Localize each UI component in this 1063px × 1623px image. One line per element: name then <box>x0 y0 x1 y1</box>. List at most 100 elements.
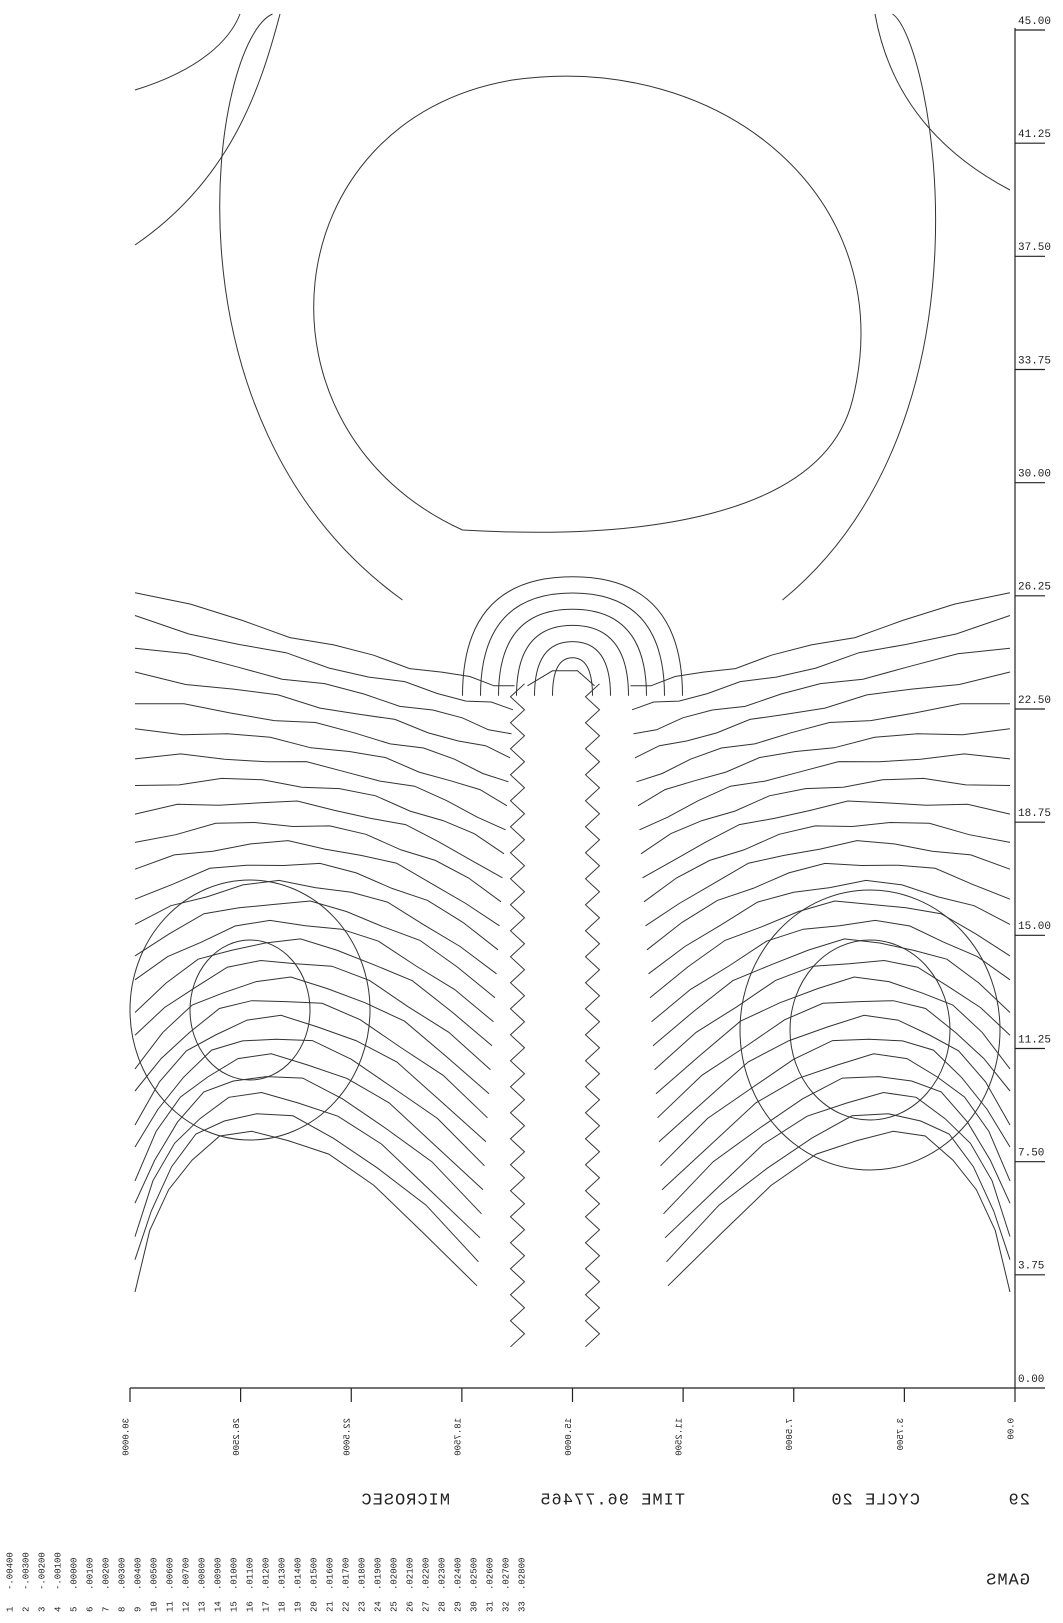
level-value: .01600 <box>325 1558 335 1590</box>
contour-line <box>634 648 1011 734</box>
contour-line <box>631 593 1011 686</box>
level-index: 9 <box>133 1607 143 1612</box>
level-index: 24 <box>373 1601 383 1612</box>
y-tick-label: 18.75 <box>1018 808 1051 820</box>
level-index: 28 <box>437 1601 447 1612</box>
level-value: .01200 <box>261 1558 271 1590</box>
contour-line <box>135 616 513 710</box>
x-tick-label: 22.5000 <box>343 1418 353 1456</box>
level-value: .01800 <box>357 1558 367 1590</box>
contour-line <box>135 823 501 902</box>
time: TIME 96.77465 <box>539 1491 685 1510</box>
x-tick-label: 15.0000 <box>564 1418 574 1456</box>
contour-line <box>135 1093 480 1238</box>
contour-line <box>641 778 1010 853</box>
units: MICROSEC <box>360 1491 450 1510</box>
x-tick-label: 26.2500 <box>232 1418 242 1456</box>
contour-line <box>586 684 600 1347</box>
contour-line <box>135 729 507 806</box>
level-value: -.00400 <box>5 1552 15 1590</box>
level-index: 16 <box>245 1601 255 1612</box>
level-index: 10 <box>149 1601 159 1612</box>
x-tick-label: 0.00 <box>1006 1418 1016 1440</box>
level-index: 8 <box>117 1607 127 1612</box>
contour-line <box>638 729 1010 806</box>
level-value: .00900 <box>213 1558 223 1590</box>
contour-line <box>190 940 310 1080</box>
level-index: 17 <box>261 1601 271 1612</box>
contour-field <box>130 14 1010 1347</box>
level-index: 21 <box>325 1601 335 1612</box>
level-index: 13 <box>197 1601 207 1612</box>
level-index: 22 <box>341 1601 351 1612</box>
contour-line <box>632 616 1010 710</box>
variable-label: GAMS <box>985 1571 1030 1590</box>
contour-line <box>528 671 595 686</box>
level-value: -.00200 <box>37 1552 47 1590</box>
level-value: .00600 <box>165 1558 175 1590</box>
level-value: .00400 <box>133 1558 143 1590</box>
level-index: 23 <box>357 1601 367 1612</box>
level-index: 27 <box>421 1601 431 1612</box>
y-tick-label: 11.25 <box>1018 1034 1051 1046</box>
contour-line <box>135 961 491 1070</box>
contour-line <box>535 642 611 696</box>
contour-line <box>517 625 629 695</box>
contour-line <box>135 14 1010 245</box>
contour-line <box>658 1001 1011 1118</box>
y-tick-label: 37.50 <box>1018 242 1051 254</box>
level-value: .00300 <box>117 1558 127 1590</box>
level-value: .02600 <box>485 1558 495 1590</box>
contour-line <box>135 1131 477 1292</box>
level-value: .02200 <box>421 1558 431 1590</box>
level-value: .02800 <box>517 1558 527 1590</box>
level-index: 4 <box>53 1607 63 1612</box>
level-value: .01700 <box>341 1558 351 1590</box>
contour-line <box>740 890 1000 1170</box>
level-value: .01000 <box>229 1558 239 1590</box>
contour-line <box>135 920 494 1021</box>
contour-line <box>661 1039 1011 1166</box>
level-index: 26 <box>405 1601 415 1612</box>
level-index: 6 <box>85 1607 95 1612</box>
level-value: .00700 <box>181 1558 191 1590</box>
level-value: .01300 <box>277 1558 287 1590</box>
level-value: .01900 <box>373 1558 383 1590</box>
level-value: .00800 <box>197 1558 207 1590</box>
contour-line <box>135 648 512 734</box>
y-tick-label: 26.25 <box>1018 582 1051 594</box>
contour-line <box>553 658 593 696</box>
contour-line <box>135 1001 488 1118</box>
level-index: 33 <box>517 1601 527 1612</box>
contour-line <box>135 901 495 998</box>
level-index: 32 <box>501 1601 511 1612</box>
level-value: .02700 <box>501 1558 511 1590</box>
level-value: -.00100 <box>53 1552 63 1590</box>
chart: 29 CYCLE 20 TIME 96.77465 MICROSEC GAMS … <box>0 0 1063 1623</box>
level-value: .00100 <box>85 1558 95 1590</box>
y-tick-label: 30.00 <box>1018 469 1051 481</box>
contour-line <box>646 841 1011 926</box>
level-value: .01100 <box>245 1558 255 1590</box>
x-tick-label: 11.2500 <box>675 1418 685 1456</box>
level-index: 14 <box>213 1601 223 1612</box>
level-index: 15 <box>229 1601 239 1612</box>
run-number: 29 <box>1008 1491 1030 1510</box>
x-tick-label: 30.0000 <box>121 1418 131 1456</box>
level-index: 5 <box>69 1607 79 1612</box>
contour-line <box>635 672 1010 758</box>
level-index: 11 <box>165 1601 175 1612</box>
level-index: 19 <box>293 1601 303 1612</box>
level-value: .00500 <box>149 1558 159 1590</box>
level-value: .02300 <box>437 1558 447 1590</box>
level-value: .02000 <box>389 1558 399 1590</box>
level-index: 1 <box>5 1607 15 1612</box>
y-tick-label: 3.75 <box>1018 1261 1044 1273</box>
y-tick-label: 45.00 <box>1018 16 1051 28</box>
contour-line <box>463 577 683 696</box>
level-index: 3 <box>37 1607 47 1612</box>
level-index: 12 <box>181 1601 191 1612</box>
y-tick-label: 22.50 <box>1018 695 1051 707</box>
contour-line <box>650 901 1010 998</box>
level-value: .01400 <box>293 1558 303 1590</box>
